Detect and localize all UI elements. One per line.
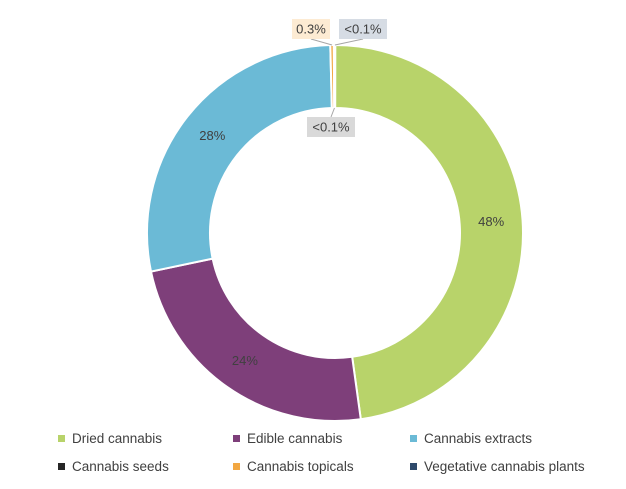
callout-box-cannabis-topicals <box>292 19 330 39</box>
donut-slices <box>146 43 524 422</box>
data-label-dried-cannabis: 48% <box>478 214 504 229</box>
data-label-vegetative-cannabis-plants: <0.1% <box>344 22 382 37</box>
data-label-cannabis-seeds: <0.1% <box>312 120 350 135</box>
data-labels: 48% 24% 28% 0.3% <0.1% <0.1% <box>199 19 505 368</box>
leader-line-cannabis-seeds <box>330 107 335 118</box>
leader-line-vegetative-cannabis-plants <box>334 38 364 46</box>
data-label-edible-cannabis: 24% <box>232 353 258 368</box>
data-label-cannabis-topicals: 0.3% <box>296 22 326 37</box>
callout-box-cannabis-seeds <box>307 117 355 137</box>
data-label-cannabis-extracts: 28% <box>199 128 225 143</box>
leader-lines <box>310 38 364 118</box>
slice-cannabis-extracts <box>146 44 333 273</box>
slice-dried-cannabis <box>334 43 524 421</box>
slice-vegetative-cannabis-plants <box>333 44 337 110</box>
slice-edible-cannabis <box>149 257 362 422</box>
leader-line-cannabis-topicals <box>310 38 333 46</box>
callout-box-vegetative-cannabis-plants <box>339 19 387 39</box>
